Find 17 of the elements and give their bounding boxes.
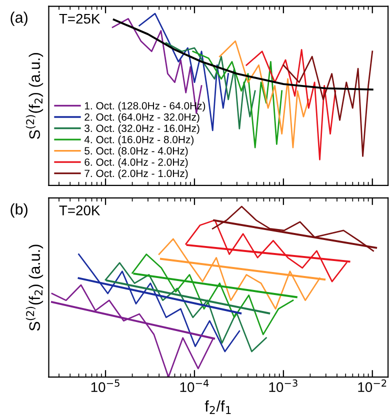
text: (b): [10, 203, 28, 218]
legend-label: 6. Oct. (4.0Hz - 2.0Hz): [84, 158, 188, 168]
annotation: T=25K: [59, 14, 100, 24]
legend-label: 7. Oct. (2.0Hz - 1.0Hz): [84, 169, 188, 180]
annotation: T=20K: [59, 206, 100, 216]
x-tick-label: 10$^{−4}$: [180, 380, 209, 392]
x-tick-label: 10$^{−3}$: [269, 379, 298, 392]
legend-label: 3. Oct. (32.0Hz - 16.0Hz): [84, 124, 200, 134]
text: (a): [10, 12, 28, 26]
x-axis-title: f$_{2}$/f$_{1}$: [204, 400, 231, 414]
legend-label: 4. Oct. (16.0Hz - 8.0Hz): [84, 136, 194, 146]
y-axis-title: S$^{(2)}$(f$_{2}$) (a.u.): [26, 53, 44, 139]
legend-label: 2. Oct. (64.0Hz - 32.0Hz): [84, 113, 200, 123]
legend-label: 5. Oct. (8.0Hz - 4.0Hz): [84, 146, 188, 157]
y-axis-title: S$^{(2)}$(f$_{2}$) (a.u.): [26, 244, 44, 331]
x-tick-label: 10$^{−2}$: [358, 379, 386, 392]
x-tick-label: 10$^{−5}$: [91, 380, 120, 392]
